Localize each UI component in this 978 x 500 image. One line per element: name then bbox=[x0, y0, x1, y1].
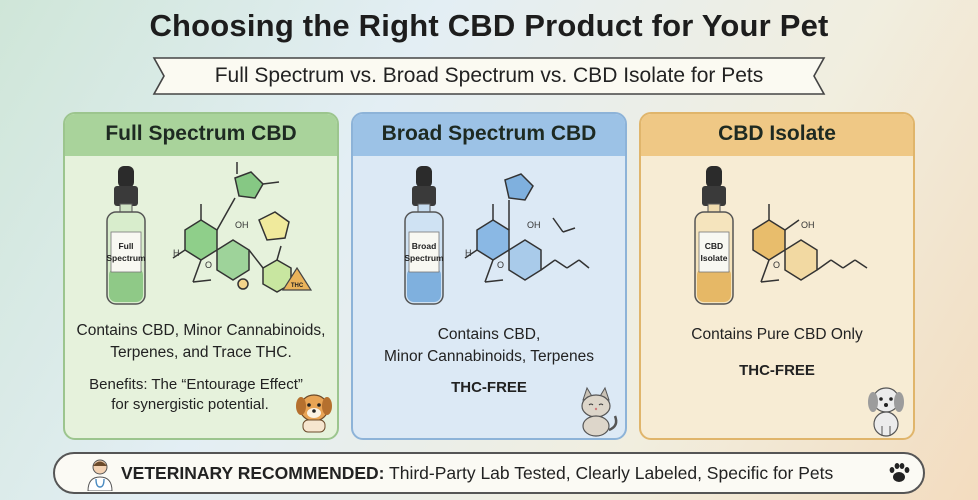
dropper-bottle-icon: Broad Spectrum bbox=[404, 166, 444, 305]
card-title: CBD Isolate bbox=[641, 114, 913, 156]
paw-icon bbox=[889, 463, 910, 482]
card-title: Broad Spectrum CBD bbox=[353, 114, 625, 156]
card-description-line2: Minor Cannabinoids, Terpenes bbox=[384, 348, 594, 365]
bottle-label-line2: Isolate bbox=[701, 253, 728, 263]
thc-free-badge: THC-FREE bbox=[451, 379, 527, 396]
card-full-spectrum: Full Spectrum CBD Full Spectrum bbox=[63, 112, 339, 440]
svg-text:O: O bbox=[773, 260, 780, 270]
bottle-label-line1: CBD bbox=[705, 241, 723, 251]
bottle-label-line2: Spectrum bbox=[404, 253, 444, 263]
card-description-line1: Contains CBD, Minor Cannabinoids, bbox=[76, 322, 326, 339]
dropper-bottle-icon: Full Spectrum bbox=[106, 166, 146, 305]
svg-text:H: H bbox=[173, 248, 180, 258]
footer-text: VETERINARY RECOMMENDED: Third-Party Lab … bbox=[121, 454, 833, 492]
card-broad-spectrum: Broad Spectrum CBD Broad Spectrum bbox=[351, 112, 627, 440]
molecule-icon: OH H O bbox=[172, 162, 292, 293]
bottle-label-line2: Spectrum bbox=[106, 253, 146, 263]
benefit-line1: Benefits: The “Entourage Effect” bbox=[89, 376, 303, 393]
svg-text:OH: OH bbox=[235, 220, 249, 230]
footer-detail: Third-Party Lab Tested, Clearly Labeled,… bbox=[384, 463, 834, 483]
svg-text:OH: OH bbox=[801, 220, 815, 230]
banner-ribbon bbox=[152, 57, 826, 95]
svg-text:THC: THC bbox=[291, 283, 304, 289]
dropper-bottle-icon: CBD Isolate bbox=[694, 166, 734, 305]
svg-text:O: O bbox=[205, 260, 212, 270]
benefit-line2: for synergistic potential. bbox=[111, 396, 269, 413]
broad-spectrum-illustration: Broad Spectrum OH H O bbox=[404, 166, 590, 305]
dog-icon bbox=[296, 394, 332, 433]
bottle-label-line1: Full bbox=[118, 241, 133, 251]
cat-icon bbox=[581, 386, 618, 437]
bottle-label-line1: Broad bbox=[412, 241, 437, 251]
molecule-icon: OH H O bbox=[464, 173, 590, 283]
veterinarian-icon bbox=[87, 459, 113, 491]
card-title: Full Spectrum CBD bbox=[65, 114, 337, 156]
thc-warning-icon: THC bbox=[281, 266, 313, 291]
svg-text:O: O bbox=[497, 260, 504, 270]
cbd-isolate-illustration: CBD Isolate OH O bbox=[694, 166, 868, 305]
puppy-icon bbox=[868, 387, 904, 437]
page-subtitle: Full Spectrum vs. Broad Spectrum vs. CBD… bbox=[214, 64, 764, 87]
subtitle-banner: Full Spectrum vs. Broad Spectrum vs. CBD… bbox=[140, 56, 838, 96]
thc-free-badge: THC-FREE bbox=[739, 362, 815, 379]
svg-text:OH: OH bbox=[527, 220, 541, 230]
card-description: Contains Pure CBD Only bbox=[691, 326, 863, 343]
footer-bold-label: VETERINARY RECOMMENDED: bbox=[121, 463, 385, 483]
card-description-line2: Terpenes, and Trace THC. bbox=[110, 344, 292, 361]
vet-recommendation-banner: VETERINARY RECOMMENDED: Third-Party Lab … bbox=[53, 452, 925, 494]
molecule-icon: OH O bbox=[752, 204, 868, 283]
page-title: Choosing the Right CBD Product for Your … bbox=[149, 8, 829, 43]
full-spectrum-illustration: Full Spectrum OH H O THC bbox=[106, 162, 313, 305]
svg-text:H: H bbox=[465, 248, 472, 258]
card-cbd-isolate: CBD Isolate CBD Isolate OH O Contain bbox=[639, 112, 915, 440]
card-description-line1: Contains CBD, bbox=[437, 326, 541, 343]
